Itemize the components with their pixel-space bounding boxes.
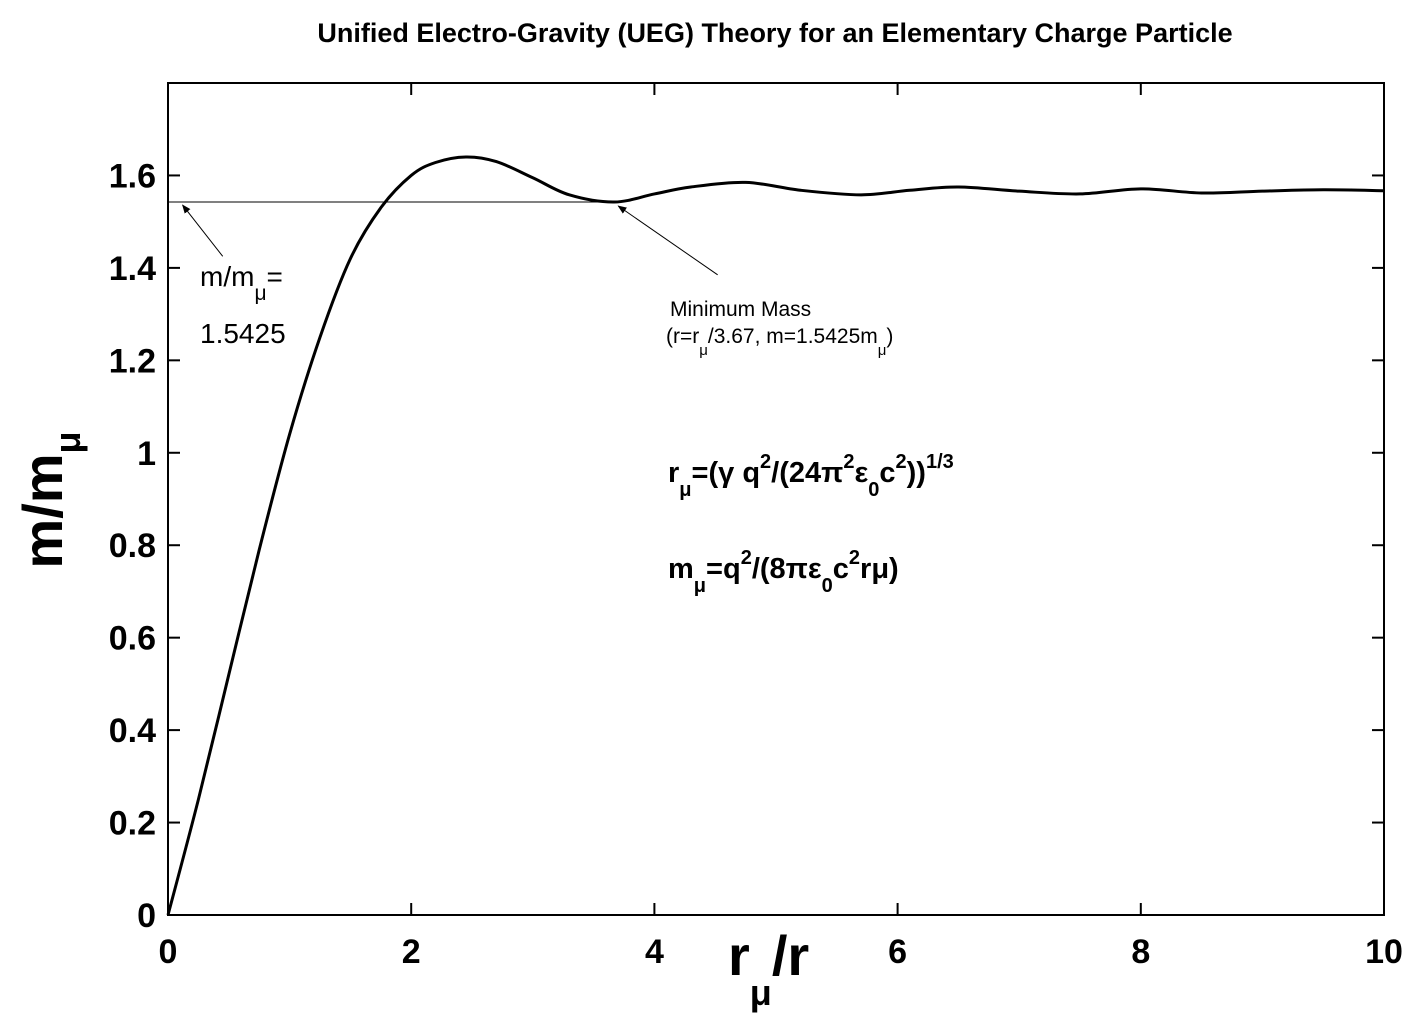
annotation-left-line1: m/mμ=	[200, 261, 283, 305]
x-tick-label-4: 8	[1131, 933, 1150, 971]
y-tick-label-5: 1	[137, 435, 156, 473]
equation-m-mu: mμ=q2/(8πε0c2rμ)	[668, 547, 899, 597]
x-tick-label-3: 6	[888, 933, 907, 971]
y-tick-label-3: 0.6	[109, 620, 156, 658]
annotation-minimum-detail: (r=rμ/3.67, m=1.5425mμ)	[666, 325, 893, 359]
y-tick-label-6: 1.2	[109, 342, 156, 380]
y-tick-label-0: 0	[137, 897, 156, 935]
y-axis-ticks: 0 0.2 0.4 0.6 0.8 1 1.2 1.4 1.6	[109, 157, 1384, 935]
x-tick-label-5: 10	[1365, 933, 1403, 971]
plot-frame	[167, 82, 1385, 916]
x-tick-label-2: 4	[645, 933, 664, 971]
x-axis-label: rμ/r	[728, 924, 809, 1013]
annotation-arrow-left	[182, 204, 224, 257]
y-tick-label-7: 1.4	[109, 250, 156, 288]
annotation-minimum-title: Minimum Mass	[670, 298, 811, 321]
annotation-arrow-minimum	[617, 205, 718, 276]
x-axis-ticks: 0 2 4 6 8 10	[159, 83, 1403, 971]
y-tick-label-8: 1.6	[109, 157, 156, 195]
y-tick-label-1: 0.2	[109, 805, 156, 843]
y-tick-label-2: 0.4	[109, 712, 156, 750]
y-tick-label-4: 0.8	[109, 527, 156, 565]
equation-r-mu: rμ=(γ q2/(24π2ε0c2))1/3	[668, 451, 954, 501]
x-tick-label-1: 2	[402, 933, 421, 971]
series-line-mass-ratio	[166, 155, 1385, 916]
annotation-left-value: 1.5425	[200, 318, 286, 349]
y-axis-label: m/mμ	[11, 431, 88, 568]
chart-title: Unified Electro-Gravity (UEG) Theory for…	[317, 18, 1232, 48]
x-tick-label-0: 0	[159, 933, 178, 971]
